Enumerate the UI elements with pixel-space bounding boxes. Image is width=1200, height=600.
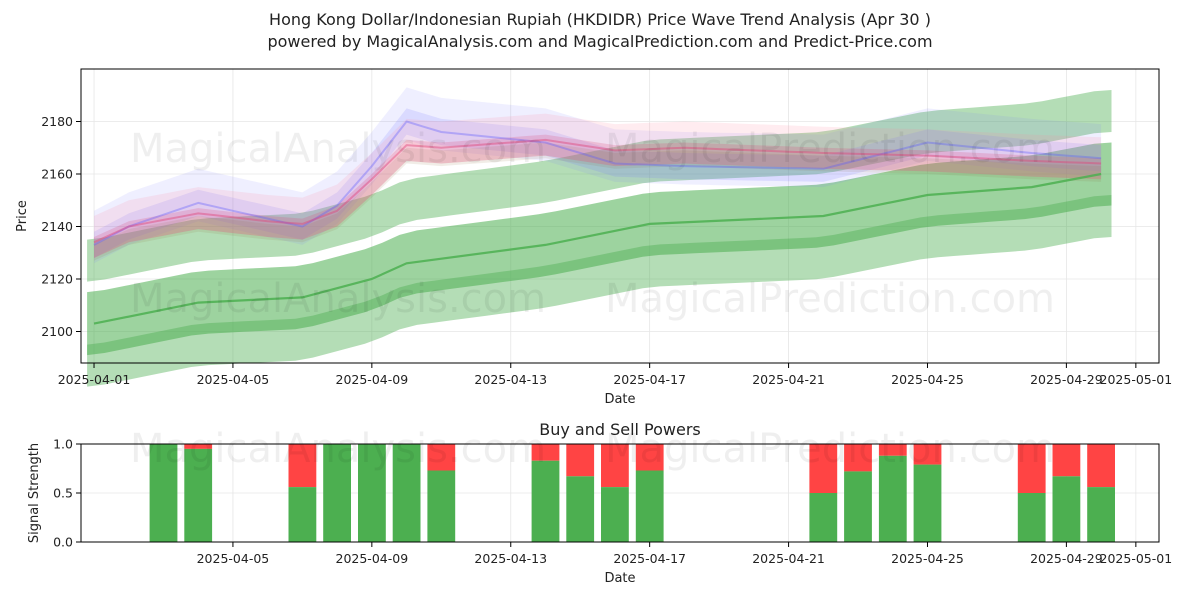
buy-power-bar <box>1052 476 1081 542</box>
price-x-tick-label: 2025-04-21 <box>752 372 825 387</box>
power-y-axis-title: Signal Strength <box>27 443 42 543</box>
trend-line-path <box>93 172 1102 325</box>
price-y-tick-label: 2120 <box>41 272 73 287</box>
buy-power-bar <box>358 444 386 542</box>
power-x-tick-label: 2025-04-21 <box>752 551 825 566</box>
buy-power-bar <box>1017 493 1046 542</box>
price-watermarks: MagicalAnalysis.com MagicalPrediction.com… <box>130 126 1055 322</box>
price-plot-frame <box>80 68 1160 364</box>
buy-power-bar <box>427 470 456 542</box>
chart-title-line2: powered by MagicalAnalysis.com and Magic… <box>267 32 932 51</box>
buy-power-bar <box>392 444 421 542</box>
power-y-tick-label: 0.0 <box>53 535 73 550</box>
price-x-tick-label: 2025-04-09 <box>336 372 409 387</box>
power-chart: Buy and Sell Powers MagicalAnalysis.com M… <box>27 420 1172 586</box>
red-wave-band-inner <box>94 134 1102 258</box>
purple-wave-band-outer <box>94 87 1102 264</box>
buy-power-bar <box>809 493 838 542</box>
buy-power-bar <box>1087 487 1115 542</box>
watermark-text: MagicalAnalysis.com <box>130 126 546 172</box>
power-watermarks: MagicalAnalysis.com MagicalPrediction.com <box>130 426 1055 472</box>
power-y-tick-label: 1.0 <box>53 437 73 452</box>
power-x-tick-label: 2025-05-01 <box>1100 551 1173 566</box>
power-x-axis-title: Date <box>604 571 635 586</box>
sell-power-bar <box>635 444 664 471</box>
price-x-tick-label: 2025-04-17 <box>613 372 686 387</box>
sell-power-bar <box>566 444 595 477</box>
price-chart: MagicalAnalysis.com MagicalPrediction.com… <box>15 68 1172 407</box>
price-y-tick-label: 2140 <box>41 219 73 234</box>
power-x-tick-label: 2025-04-13 <box>474 551 547 566</box>
trend-line <box>93 172 1102 325</box>
watermark-text: MagicalPrediction.com <box>605 276 1055 322</box>
sell-power-bar <box>1052 444 1081 477</box>
purple-wave-line <box>93 120 1102 246</box>
power-x-ticks: 2025-04-05 2025-04-09 2025-04-13 2025-04-17… <box>197 542 1173 566</box>
price-x-tick-label: 2025-04-01 <box>58 372 131 387</box>
sell-power-bar <box>427 444 456 471</box>
sell-power-bar <box>288 444 317 488</box>
sell-power-bar <box>1087 444 1115 488</box>
buy-power-bar <box>913 464 942 542</box>
power-x-tick-label: 2025-04-05 <box>197 551 270 566</box>
buy-power-bar <box>184 448 213 542</box>
price-y-axis-title: Price <box>15 200 30 232</box>
buy-power-bar <box>878 455 907 542</box>
red-wave-line <box>93 138 1102 244</box>
price-x-tick-label: 2025-04-05 <box>197 372 270 387</box>
price-x-tick-label: 2025-04-25 <box>891 372 964 387</box>
buy-power-bar <box>566 476 595 542</box>
price-x-axis-title: Date <box>604 392 635 407</box>
power-x-tick-label: 2025-04-29 <box>1030 551 1103 566</box>
trend-bands <box>87 87 1112 387</box>
trend-band-center <box>87 142 1112 356</box>
chart-title-line1: Hong Kong Dollar/Indonesian Rupiah (HKDI… <box>269 10 931 29</box>
sell-power-bar <box>601 444 629 488</box>
wave-lines <box>93 120 1102 246</box>
sell-power-bar <box>878 444 907 456</box>
price-y-ticks: 2100 2120 2140 2160 2180 <box>41 114 81 339</box>
watermark-text: MagicalAnalysis.com <box>130 426 546 472</box>
trend-band-upper <box>87 90 1112 282</box>
sell-power-bar <box>809 444 838 493</box>
buy-power-bar <box>531 460 560 542</box>
sell-power-bar <box>531 444 560 461</box>
red-wave-band-outer <box>94 113 1102 258</box>
price-y-tick-label: 2180 <box>41 114 73 129</box>
watermark-text: MagicalPrediction.com <box>605 426 1055 472</box>
sell-power-bar <box>913 444 942 465</box>
trend-band-lower <box>87 195 1112 387</box>
brown-wave-band <box>94 142 1102 261</box>
power-chart-title: Buy and Sell Powers <box>539 420 701 439</box>
buy-power-bar <box>323 444 351 542</box>
sell-power-bar <box>184 444 213 449</box>
sell-power-bar <box>844 444 872 472</box>
price-x-tick-label: 2025-04-13 <box>474 372 547 387</box>
buy-power-bar <box>288 487 317 542</box>
watermark-text: MagicalPrediction.com <box>605 126 1055 172</box>
buy-power-bar <box>601 487 629 542</box>
price-x-tick-label: 2025-05-01 <box>1100 372 1173 387</box>
buy-power-bar <box>635 470 664 542</box>
power-x-tick-label: 2025-04-25 <box>891 551 964 566</box>
power-x-tick-label: 2025-04-09 <box>336 551 409 566</box>
buy-power-bar <box>844 471 872 542</box>
watermark-text: MagicalAnalysis.com <box>130 276 546 322</box>
price-y-tick-label: 2160 <box>41 167 73 182</box>
price-y-tick-label: 2100 <box>41 324 73 339</box>
power-x-tick-label: 2025-04-17 <box>613 551 686 566</box>
power-y-ticks: 0.0 0.5 1.0 <box>53 437 81 550</box>
sell-power-bar <box>1017 444 1046 493</box>
price-x-tick-label: 2025-04-29 <box>1030 372 1103 387</box>
buy-power-bar <box>149 444 178 542</box>
power-y-tick-label: 0.5 <box>53 486 73 501</box>
price-x-ticks: 2025-04-01 2025-04-05 2025-04-09 2025-04-13… <box>58 363 1172 387</box>
power-bars <box>149 444 1115 542</box>
